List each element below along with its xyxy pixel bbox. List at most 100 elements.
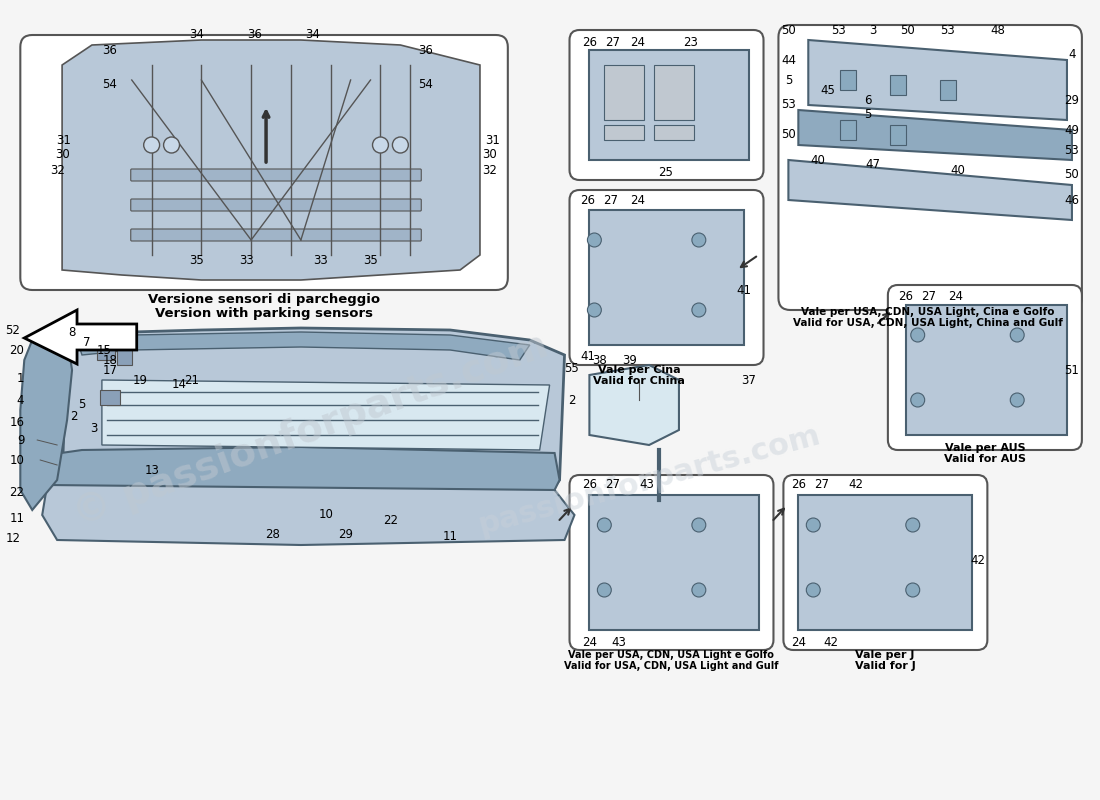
Text: 31: 31 — [57, 134, 72, 146]
Text: 55: 55 — [564, 362, 580, 374]
Text: 31: 31 — [485, 134, 501, 146]
Circle shape — [1010, 328, 1024, 342]
Text: 18: 18 — [102, 354, 118, 366]
Text: Vale per J: Vale per J — [855, 650, 914, 660]
Text: 32: 32 — [50, 163, 65, 177]
Text: 26: 26 — [582, 478, 597, 491]
Text: 53: 53 — [940, 23, 955, 37]
Text: 4: 4 — [16, 394, 24, 406]
Text: 27: 27 — [603, 194, 618, 206]
Text: 51: 51 — [1065, 363, 1079, 377]
Text: 28: 28 — [265, 529, 280, 542]
Bar — [654, 125, 694, 140]
Text: Version with parking sensors: Version with parking sensors — [155, 306, 373, 319]
Text: 26: 26 — [791, 478, 806, 491]
Text: Valid for J: Valid for J — [855, 661, 915, 671]
Text: 25: 25 — [659, 166, 673, 178]
Text: Vale per USA, CDN, USA Light e Golfo: Vale per USA, CDN, USA Light e Golfo — [568, 650, 774, 660]
Text: 17: 17 — [102, 363, 118, 377]
Text: Valid for USA, CDN, USA Light, China and Gulf: Valid for USA, CDN, USA Light, China and… — [793, 318, 1063, 328]
Polygon shape — [24, 310, 136, 364]
Bar — [840, 120, 856, 140]
Polygon shape — [799, 110, 1071, 160]
Circle shape — [692, 233, 706, 247]
Text: 36: 36 — [102, 43, 118, 57]
Text: 44: 44 — [781, 54, 796, 66]
Text: 50: 50 — [1065, 169, 1079, 182]
Text: 53: 53 — [830, 23, 846, 37]
Text: 11: 11 — [442, 530, 458, 543]
Text: 32: 32 — [483, 163, 497, 177]
Text: 33: 33 — [239, 254, 253, 266]
Text: 24: 24 — [582, 635, 597, 649]
Circle shape — [597, 518, 612, 532]
FancyBboxPatch shape — [888, 285, 1082, 450]
Text: Vale per AUS: Vale per AUS — [945, 443, 1025, 453]
Text: 27: 27 — [814, 478, 828, 491]
Circle shape — [692, 583, 706, 597]
Bar — [100, 390, 120, 405]
Polygon shape — [590, 365, 679, 445]
Bar — [890, 125, 905, 145]
Circle shape — [905, 583, 920, 597]
Text: 38: 38 — [592, 354, 607, 366]
FancyBboxPatch shape — [131, 199, 421, 211]
Bar — [604, 125, 645, 140]
Text: 52: 52 — [6, 323, 20, 337]
Text: 11: 11 — [9, 511, 24, 525]
Text: 5: 5 — [784, 74, 792, 86]
Text: 24: 24 — [948, 290, 962, 303]
Text: 53: 53 — [1065, 143, 1079, 157]
FancyBboxPatch shape — [20, 35, 508, 290]
Bar — [97, 338, 114, 360]
Polygon shape — [62, 40, 480, 280]
Circle shape — [144, 137, 159, 153]
Polygon shape — [102, 380, 550, 450]
Text: 12: 12 — [6, 531, 20, 545]
Text: Valid for USA, CDN, USA Light and Gulf: Valid for USA, CDN, USA Light and Gulf — [563, 661, 778, 671]
Text: 43: 43 — [640, 478, 654, 491]
Polygon shape — [47, 447, 560, 495]
Text: 9: 9 — [16, 434, 24, 446]
Text: 39: 39 — [621, 354, 637, 366]
Circle shape — [393, 137, 408, 153]
Text: 40: 40 — [811, 154, 826, 166]
Circle shape — [1010, 393, 1024, 407]
Text: 23: 23 — [683, 35, 698, 49]
Text: 50: 50 — [781, 23, 795, 37]
Text: 37: 37 — [741, 374, 756, 386]
Circle shape — [587, 233, 602, 247]
Circle shape — [806, 583, 821, 597]
Polygon shape — [77, 332, 530, 360]
Text: 24: 24 — [629, 194, 645, 206]
Text: 16: 16 — [9, 415, 24, 429]
Text: 54: 54 — [102, 78, 118, 91]
Text: 20: 20 — [10, 343, 24, 357]
Text: 22: 22 — [383, 514, 398, 526]
Text: 27: 27 — [605, 478, 619, 491]
Text: 40: 40 — [950, 163, 965, 177]
Text: 49: 49 — [1065, 123, 1079, 137]
Text: Valid for AUS: Valid for AUS — [945, 454, 1026, 464]
Text: Vale per USA, CDN, USA Light, Cina e Golfo: Vale per USA, CDN, USA Light, Cina e Gol… — [801, 307, 1055, 317]
Text: 47: 47 — [866, 158, 880, 171]
Text: 34: 34 — [306, 29, 320, 42]
Circle shape — [806, 518, 821, 532]
Text: Vale per Cina: Vale per Cina — [597, 365, 681, 375]
Text: 27: 27 — [921, 290, 936, 303]
Text: passionforparts.com: passionforparts.com — [475, 420, 824, 540]
Text: 21: 21 — [184, 374, 199, 386]
Text: 29: 29 — [1065, 94, 1079, 106]
FancyBboxPatch shape — [779, 25, 1082, 310]
Text: 10: 10 — [318, 509, 333, 522]
FancyBboxPatch shape — [131, 169, 421, 181]
Text: 4: 4 — [1068, 49, 1076, 62]
Text: 10: 10 — [10, 454, 24, 466]
Text: © passionforparts.com: © passionforparts.com — [68, 326, 553, 534]
Text: 15: 15 — [97, 343, 111, 357]
Text: 2: 2 — [569, 394, 576, 406]
Text: 2: 2 — [70, 410, 78, 423]
Text: 43: 43 — [612, 635, 627, 649]
Text: Versione sensori di parcheggio: Versione sensori di parcheggio — [148, 294, 381, 306]
Polygon shape — [42, 485, 574, 545]
